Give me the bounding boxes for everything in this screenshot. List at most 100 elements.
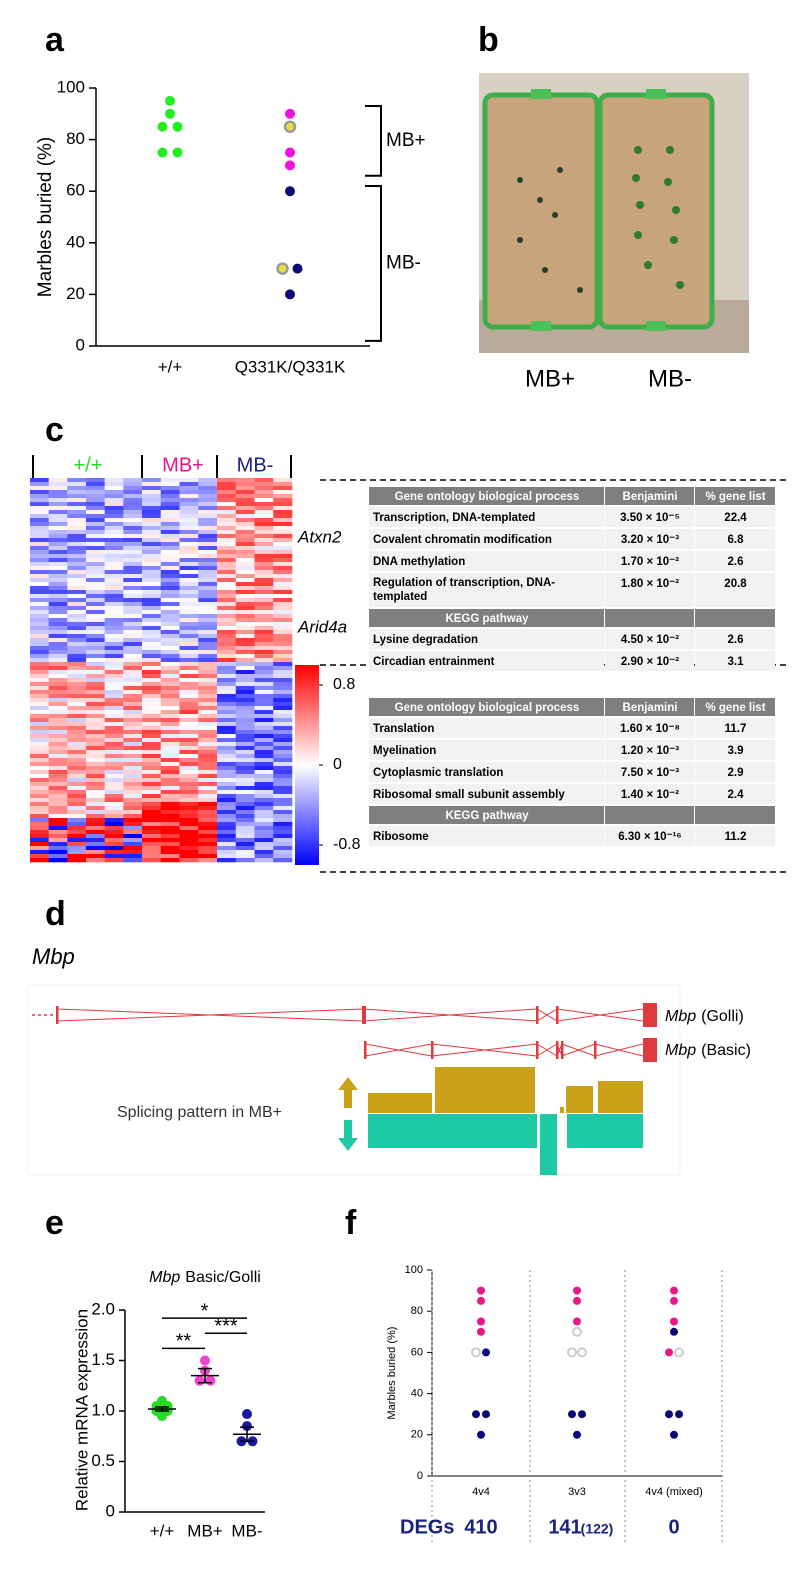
heatmap-cell [67,630,87,635]
heatmap-cell [273,674,293,679]
heatmap-cell [48,506,68,511]
x-tick-label: +/+ [150,1521,175,1540]
data-point [577,1347,587,1358]
heatmap-cell [235,602,255,607]
heatmap-cell [48,558,68,563]
heatmap-cell [142,614,162,619]
heatmap-cell [198,638,218,643]
heatmap-cell [217,598,237,603]
table-cell [605,762,694,782]
table-text: KEGG pathway [445,810,529,822]
heatmap-cell [217,690,237,695]
heatmap-cell [160,802,180,807]
heatmap-cell [254,562,274,567]
heatmap-cell [198,698,218,703]
heatmap-cell [273,846,293,851]
heatmap-cell [160,526,180,531]
heatmap-cell [254,586,274,591]
heatmap-cell [273,618,293,623]
heatmap-cell [86,726,105,731]
heatmap-cell [198,794,218,799]
heatmap-cell [123,718,143,723]
heatmap-cell [273,650,293,655]
heatmap-cell [235,802,255,807]
data-point [471,1347,481,1358]
heatmap-cell [160,658,180,663]
heatmap-cell [86,782,105,787]
heatmap-cell [160,606,180,611]
heatmap-cell [217,574,237,579]
heatmap-cell [254,646,274,651]
table-cell [695,651,775,671]
heatmap-cell [179,822,199,827]
heatmap-cell [217,602,237,607]
heatmap-cell [30,810,49,815]
heatmap-cell [217,610,237,615]
heatmap-cell [48,814,68,819]
table-text: 11.7 [725,723,747,735]
heatmap-cell [179,550,199,555]
data-point [568,1410,576,1419]
heatmap-cell [198,790,218,795]
heatmap-cell [179,730,199,735]
heatmap-cell [142,666,162,671]
heatmap-cell [235,706,255,711]
isoform-label: Mbp (Basic) [665,1042,751,1059]
heatmap-cell [48,510,68,515]
heatmap-cell [104,734,124,739]
heatmap-cell [198,730,218,735]
table-cell [369,762,604,782]
heatmap-cell [104,682,124,687]
heatmap-cell [235,586,255,591]
table-cell [695,551,775,571]
heatmap-cell [217,750,237,755]
table-text: 1.60 × 10⁻⁸ [620,723,680,735]
heatmap-cell [273,690,293,695]
heatmap-cell [123,790,143,795]
heatmap-cell [273,854,293,859]
heatmap-cell [86,738,105,743]
heatmap-cell [254,534,274,539]
panel-label: f [345,1204,357,1242]
y-tick-label: 0 [417,1470,423,1482]
heatmap-cell [123,674,143,679]
heatmap-cell [86,854,105,859]
heatmap-cell [179,506,199,511]
heatmap-cell [123,838,143,843]
heatmap-cell [235,642,255,647]
heatmap-cell [179,690,199,695]
table-text: 3.9 [728,745,744,757]
table-cell [369,698,604,716]
heatmap-cell [30,618,49,623]
heatmap-cell [67,582,87,587]
heatmap-cell [254,746,274,751]
heatmap-cell [254,530,274,535]
heatmap-cell [104,806,124,811]
heatmap-cell [217,806,237,811]
heatmap-cell [86,834,105,839]
heatmap-cell [48,638,68,643]
heatmap-cell [48,534,68,539]
heatmap-cell [217,578,237,583]
heatmap-cell [160,842,180,847]
heatmap-cell [198,650,218,655]
heatmap-cell [235,522,255,527]
heatmap-cell [217,834,237,839]
heatmap-cell [104,590,124,595]
data-point [285,289,295,300]
heatmap-cell [198,610,218,615]
data-point [572,1326,582,1337]
table-text: Covalent chromatin modification [373,534,552,546]
heatmap-cell [198,722,218,727]
table-header-row: Gene ontology biological process Benjamin… [369,698,775,716]
heatmap-cell [48,674,68,679]
marble [577,287,583,293]
data-point [283,120,297,133]
up-arrow [338,1077,358,1108]
table-cell [369,784,604,804]
heatmap-cell [86,806,105,811]
heatmap-cell [104,854,124,859]
heatmap-cell [48,762,68,767]
marble [634,231,642,239]
